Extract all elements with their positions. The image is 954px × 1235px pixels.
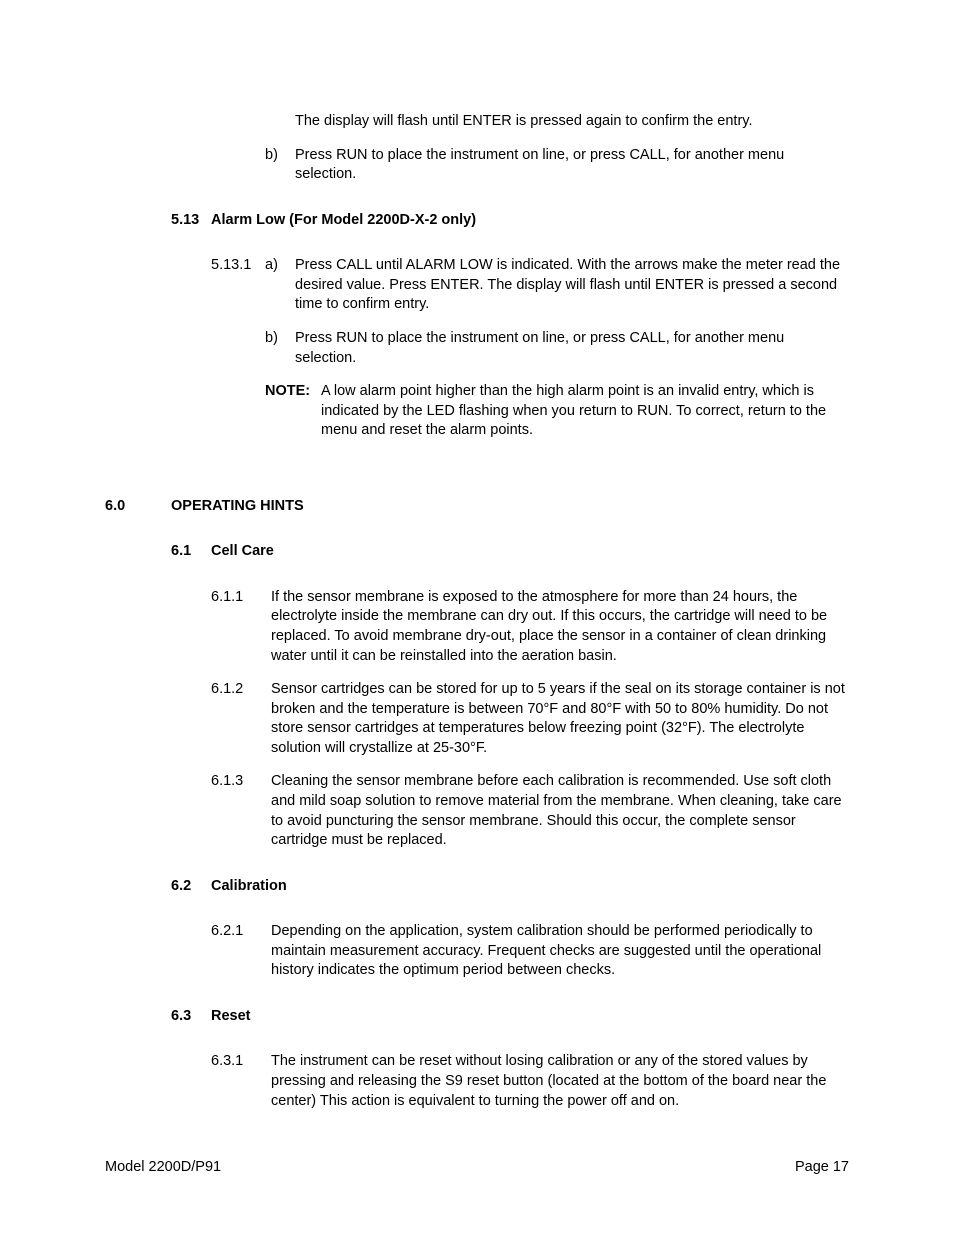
intro-text: The display will flash until ENTER is pr… [295,112,849,132]
item-6-1-3: 6.1.3 Cleaning the sensor membrane befor… [105,772,849,850]
item-number: 6.2.1 [211,922,271,942]
note-body: A low alarm point higher than the high a… [321,382,849,441]
item-text: Sensor cartridges can be stored for up t… [271,680,849,758]
section-5-13-heading: 5.13 Alarm Low (For Model 2200D-X-2 only… [105,211,849,231]
note-label: NOTE: [265,382,321,441]
list-letter: b) [265,146,295,166]
section-number: 6.0 [105,497,171,517]
item-number: 6.3.1 [211,1052,271,1072]
item-number: 6.1.3 [211,772,271,792]
item-text: The instrument can be reset without losi… [271,1052,849,1111]
item-text: Cleaning the sensor membrane before each… [271,772,849,850]
footer-right: Page 17 [795,1158,849,1178]
section-6-3-heading: 6.3 Reset [105,1007,849,1027]
item-text: Press CALL until ALARM LOW is indicated.… [295,256,849,315]
page-footer: Model 2200D/P91 Page 17 [105,1158,849,1178]
note-text: NOTE:A low alarm point higher than the h… [265,382,849,441]
intro-b-text: Press RUN to place the instrument on lin… [295,146,849,185]
list-letter: a) [265,256,295,276]
footer-left: Model 2200D/P91 [105,1158,221,1178]
section-title: Alarm Low (For Model 2200D-X-2 only) [211,211,849,231]
item-5-13-1-b: b) Press RUN to place the instrument on … [105,329,849,368]
section-number: 6.2 [171,877,211,897]
item-text: If the sensor membrane is exposed to the… [271,588,849,666]
section-number: 6.1 [171,542,211,562]
page-content: The display will flash until ENTER is pr… [105,112,849,1111]
item-text: Depending on the application, system cal… [271,922,849,981]
item-5-13-1-a: 5.13.1 a) Press CALL until ALARM LOW is … [105,256,849,315]
section-6-0-heading: 6.0 OPERATING HINTS [105,497,849,517]
item-6-1-2: 6.1.2 Sensor cartridges can be stored fo… [105,680,849,758]
intro-b-item: b) Press RUN to place the instrument on … [105,146,849,185]
section-title: Calibration [211,877,849,897]
item-text: Press RUN to place the instrument on lin… [295,329,849,368]
subsection-number: 5.13.1 [211,256,265,276]
section-title: Reset [211,1007,849,1027]
note-block: NOTE:A low alarm point higher than the h… [105,382,849,441]
item-number: 6.1.2 [211,680,271,700]
section-6-2-heading: 6.2 Calibration [105,877,849,897]
intro-line: The display will flash until ENTER is pr… [105,112,849,132]
section-6-1-heading: 6.1 Cell Care [105,542,849,562]
section-number: 6.3 [171,1007,211,1027]
section-title: Cell Care [211,542,849,562]
item-number: 6.1.1 [211,588,271,608]
section-title: OPERATING HINTS [171,497,849,517]
item-6-3-1: 6.3.1 The instrument can be reset withou… [105,1052,849,1111]
item-6-2-1: 6.2.1 Depending on the application, syst… [105,922,849,981]
section-number: 5.13 [171,211,211,231]
item-6-1-1: 6.1.1 If the sensor membrane is exposed … [105,588,849,666]
list-letter: b) [265,329,295,349]
